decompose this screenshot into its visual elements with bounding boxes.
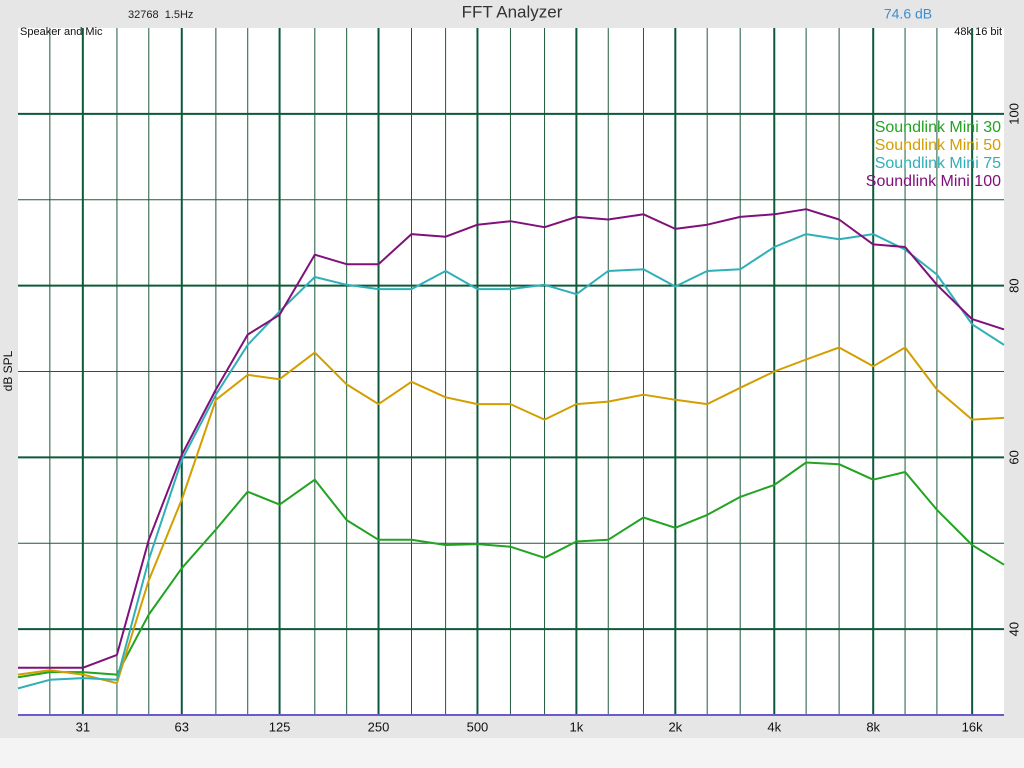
y-tick-label: 80 xyxy=(1006,278,1021,292)
series-line xyxy=(17,233,1005,690)
series-line xyxy=(17,346,1005,685)
y-tick-label: 100 xyxy=(1006,103,1021,125)
chart-title: FFT Analyzer xyxy=(462,2,563,21)
legend-entry: Soundlink Mini 30 xyxy=(875,119,1001,136)
x-tick-label: 31 xyxy=(76,719,90,734)
x-tick-label: 500 xyxy=(467,719,489,734)
x-tick-label: 4k xyxy=(767,719,781,734)
x-tick-label: 125 xyxy=(269,719,291,734)
y-tick-label: 40 xyxy=(1006,622,1021,636)
fft-info: 32768 1.5Hz xyxy=(128,9,193,21)
legend-entry: Soundlink Mini 100 xyxy=(866,173,1001,190)
lines xyxy=(17,208,1005,690)
bottom-strip xyxy=(0,738,1024,768)
x-tick-label: 1k xyxy=(570,719,584,734)
y-axis-label: dB SPL xyxy=(1,350,15,391)
input-label: Speaker and Mic xyxy=(20,26,103,38)
format-label: 48k 16 bit xyxy=(954,26,1002,38)
x-tick-label: 2k xyxy=(668,719,682,734)
series-line xyxy=(17,461,1005,679)
x-tick-label: 8k xyxy=(866,719,880,734)
x-tick-label: 250 xyxy=(368,719,390,734)
grid xyxy=(18,28,1004,716)
series-line xyxy=(18,208,1005,669)
labels: 31 63 125 250 500 1k 2k 4k 8k 16k 40 60 80 100 Soundli… xyxy=(76,103,1022,734)
x-tick-label: 16k xyxy=(962,719,983,734)
level: 74.6 dB xyxy=(884,6,932,22)
legend-entry: Soundlink Mini 50 xyxy=(875,137,1001,154)
x-tick-label: 63 xyxy=(175,719,189,734)
y-tick-label: 60 xyxy=(1006,450,1021,464)
legend-entry: Soundlink Mini 75 xyxy=(875,155,1001,172)
